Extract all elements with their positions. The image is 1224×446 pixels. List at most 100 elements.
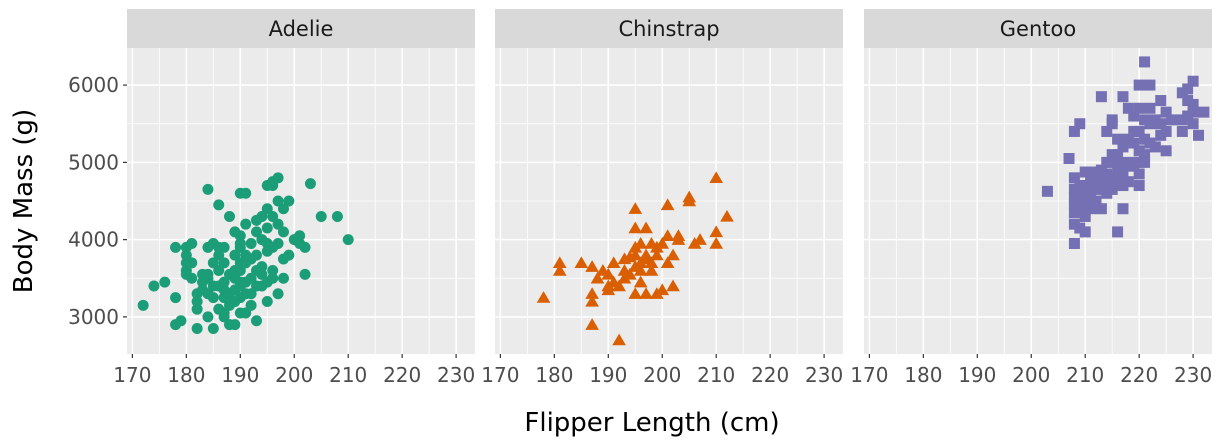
data-point xyxy=(1068,125,1080,137)
panel-chinstrap: Chinstrap 170 180 190 200 210 220 230 xyxy=(481,9,843,387)
data-point xyxy=(191,295,203,307)
data-point xyxy=(1063,153,1075,164)
x-tick-label: 230 xyxy=(1174,363,1212,387)
data-point xyxy=(644,264,659,276)
data-point xyxy=(245,238,257,249)
data-point xyxy=(709,237,724,249)
data-point xyxy=(1149,141,1161,153)
data-point xyxy=(1133,102,1145,114)
data-point xyxy=(639,248,653,261)
data-point xyxy=(1160,125,1172,137)
y-tick-label: 6000 xyxy=(68,73,119,97)
data-point xyxy=(628,202,643,214)
data-point xyxy=(277,272,289,284)
facet-strip-label: Adelie xyxy=(269,17,334,41)
data-point xyxy=(671,233,686,245)
data-point xyxy=(1133,180,1145,192)
data-point xyxy=(1155,118,1167,130)
y-tick-label: 4000 xyxy=(68,228,119,252)
data-point xyxy=(277,203,289,215)
data-point xyxy=(240,187,252,199)
data-point xyxy=(267,272,279,284)
points-gentoo xyxy=(1041,56,1210,249)
data-point xyxy=(170,292,182,304)
data-point xyxy=(240,218,252,230)
data-point xyxy=(272,218,284,230)
data-point xyxy=(1187,106,1199,118)
data-point xyxy=(709,171,724,184)
data-point xyxy=(1166,114,1178,126)
data-point xyxy=(1182,83,1194,95)
data-point xyxy=(1133,79,1145,91)
data-point xyxy=(267,210,279,222)
data-point xyxy=(186,257,198,269)
data-point xyxy=(1068,172,1080,184)
x-tick-label: 210 xyxy=(1066,363,1104,387)
data-point xyxy=(1133,125,1145,137)
data-point xyxy=(294,230,306,242)
data-point xyxy=(1122,176,1134,188)
x-tick-label: 210 xyxy=(329,363,367,387)
data-point xyxy=(1068,238,1080,249)
data-point xyxy=(207,292,219,304)
data-point xyxy=(256,261,268,273)
data-point xyxy=(660,256,675,269)
data-point xyxy=(1090,195,1102,207)
x-tick-label: 220 xyxy=(383,363,421,387)
data-point xyxy=(666,248,680,261)
data-point xyxy=(159,276,171,288)
data-point xyxy=(1187,75,1199,87)
data-point xyxy=(1139,156,1151,168)
data-point xyxy=(633,275,648,288)
data-point xyxy=(272,238,284,249)
data-point xyxy=(261,295,273,307)
data-point xyxy=(224,210,236,222)
x-tick-label: 200 xyxy=(1012,363,1050,387)
data-point xyxy=(639,287,653,299)
data-point xyxy=(213,199,225,211)
x-tick-label: 230 xyxy=(805,363,843,387)
data-point xyxy=(283,249,295,261)
data-point xyxy=(612,333,626,346)
data-point xyxy=(170,241,182,253)
data-point xyxy=(1079,210,1091,222)
facet-strip xyxy=(127,9,475,48)
data-point xyxy=(1198,106,1210,118)
y-tick-label: 5000 xyxy=(68,150,119,174)
data-point xyxy=(218,307,230,319)
data-point xyxy=(720,209,734,222)
data-point xyxy=(202,268,214,280)
data-point xyxy=(299,241,311,253)
data-point xyxy=(234,230,246,242)
data-point xyxy=(1095,203,1107,215)
data-point xyxy=(639,221,653,234)
data-point xyxy=(1095,91,1107,103)
facet-strip-label: Chinstrap xyxy=(618,17,719,41)
data-point xyxy=(256,210,268,222)
data-point xyxy=(601,267,616,280)
points-chinstrap xyxy=(536,171,734,346)
data-point xyxy=(272,172,284,184)
facet-strip xyxy=(864,9,1212,48)
data-point xyxy=(283,195,295,207)
x-tick-label: 180 xyxy=(167,363,205,387)
data-point xyxy=(315,210,327,222)
data-point xyxy=(628,248,643,261)
data-point xyxy=(261,203,273,215)
data-point xyxy=(693,233,707,245)
data-point xyxy=(218,241,230,253)
data-point xyxy=(240,307,252,319)
data-point xyxy=(1101,125,1113,137)
data-point xyxy=(612,279,626,292)
data-point xyxy=(191,303,203,315)
data-point xyxy=(709,225,724,238)
data-point xyxy=(272,195,284,207)
data-point xyxy=(1117,91,1129,103)
x-tick-label: 190 xyxy=(221,363,259,387)
data-point xyxy=(256,268,268,280)
data-point xyxy=(601,283,616,296)
data-point xyxy=(331,210,343,222)
data-point xyxy=(1112,149,1124,161)
data-point xyxy=(606,256,621,269)
x-tick-label: 200 xyxy=(275,363,313,387)
